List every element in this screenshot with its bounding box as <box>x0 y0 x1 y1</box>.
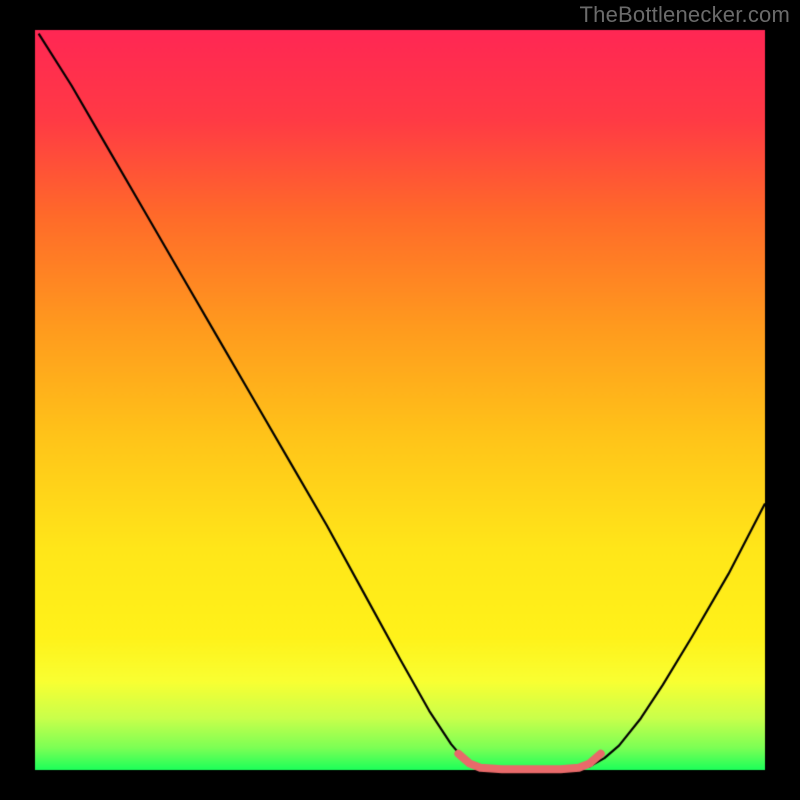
bottleneck-chart-canvas <box>0 0 800 800</box>
watermark-text: TheBottlenecker.com <box>580 2 790 28</box>
chart-container: TheBottlenecker.com <box>0 0 800 800</box>
